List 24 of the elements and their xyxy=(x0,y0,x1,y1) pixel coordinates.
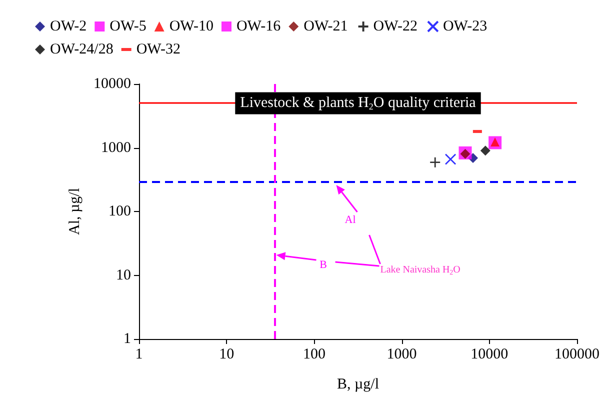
y-tick-label: 10 xyxy=(116,267,131,284)
legend-label: OW-2 xyxy=(50,18,87,34)
legend-label: OW-22 xyxy=(373,18,418,34)
legend-label: OW-10 xyxy=(169,18,214,34)
legend-label: OW-16 xyxy=(236,18,282,34)
legend-label: OW-5 xyxy=(110,18,146,34)
y-tick-label: 1 xyxy=(124,331,131,347)
x-axis-title: B, µg/l xyxy=(337,376,379,392)
x-tick-label: 100 xyxy=(302,346,326,362)
legend-label: OW-23 xyxy=(442,18,488,34)
x-tick-label: 1000 xyxy=(386,346,417,362)
x-tick-label: 100000 xyxy=(554,346,600,362)
y-tick-label: 100 xyxy=(108,204,131,220)
ref-line-label: Al xyxy=(344,214,356,226)
x-tick-label: 1 xyxy=(135,346,143,362)
legend-label: OW-24/28 xyxy=(50,42,114,58)
y-tick-label: 1000 xyxy=(101,140,131,156)
ref-line-label: B xyxy=(320,259,327,272)
legend-label: OW-21 xyxy=(304,18,348,34)
legend-label: OW-32 xyxy=(136,42,180,58)
x-tick-label: 10 xyxy=(219,346,234,362)
y-axis-title: Al, µg/l xyxy=(67,188,84,235)
x-tick-label: 10000 xyxy=(470,346,508,362)
y-tick-label: 10000 xyxy=(94,76,131,92)
